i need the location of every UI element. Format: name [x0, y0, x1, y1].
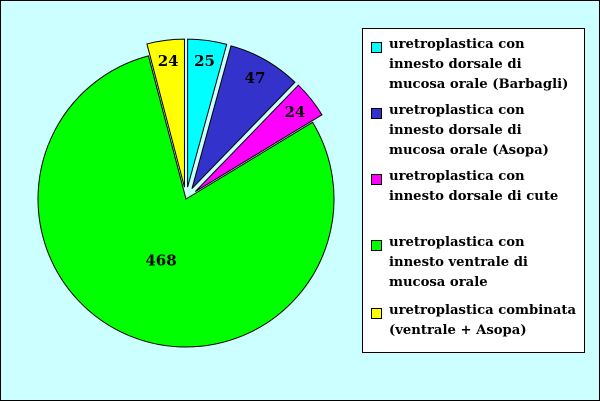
- slice-value-label: 24: [284, 103, 305, 121]
- legend-swatch: [371, 174, 382, 185]
- slice-value-label: 24: [158, 52, 179, 70]
- pie-slice-uretroplastica-con-innesto-dorsale-di-mu: [191, 45, 296, 189]
- legend-label: uretroplastica con innesto ventrale di m…: [389, 235, 528, 290]
- legend-swatch: [371, 108, 382, 119]
- legend-swatch: [371, 42, 382, 53]
- legend-swatch: [371, 240, 382, 251]
- legend-label: uretroplastica con innesto dorsale di mu…: [389, 37, 569, 92]
- pie-slice-uretroplastica-con-innesto-dorsale-di-mu: [187, 38, 228, 188]
- slice-value-label: 47: [245, 69, 266, 87]
- legend-label: uretroplastica combinata (ventrale + Aso…: [389, 303, 577, 338]
- slice-value-label: 468: [145, 252, 176, 270]
- pie-slice-uretroplastica-con-innesto-ventrale-di-m: [37, 55, 335, 348]
- pie-slice-uretroplastica-combinata-ventrale-asopa: [146, 38, 185, 188]
- slice-value-label: 25: [194, 52, 215, 70]
- legend-swatch: [371, 308, 382, 319]
- legend-label: uretroplastica con innesto dorsale di mu…: [389, 103, 549, 158]
- legend: uretroplastica con innesto dorsale di mu…: [362, 28, 585, 353]
- pie-slice-uretroplastica-con-innesto-dorsale-di-cu: [195, 84, 323, 192]
- legend-label: uretroplastica con innesto dorsale di cu…: [389, 169, 559, 204]
